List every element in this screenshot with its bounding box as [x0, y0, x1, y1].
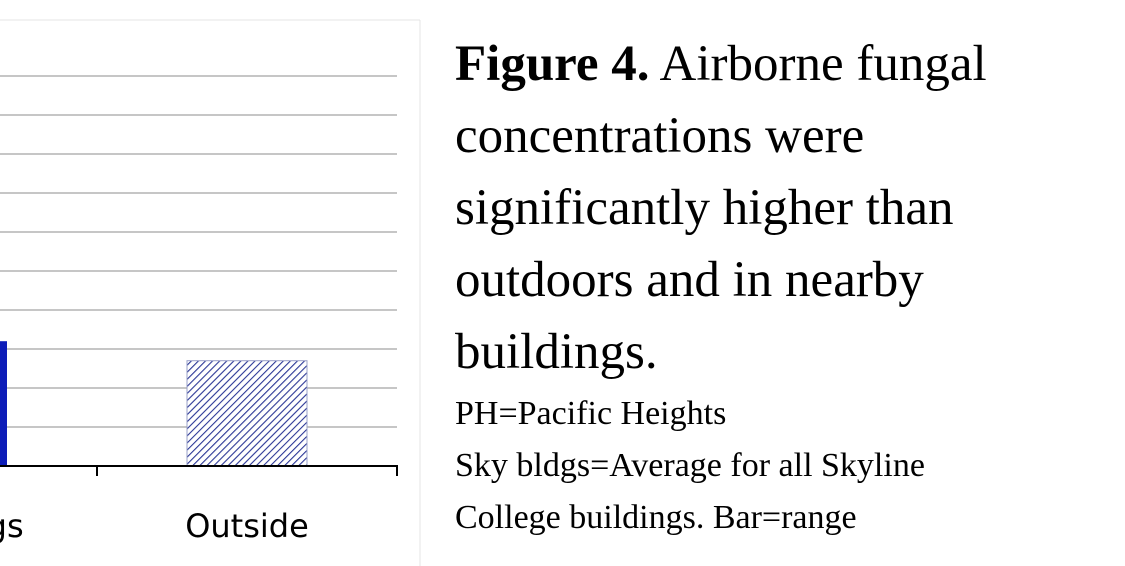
bar	[0, 341, 7, 466]
figure-label: Figure 4.	[455, 36, 650, 92]
caption-notes: PH=Pacific Heights Sky bldgs=Average for …	[455, 388, 1123, 544]
caption-text: Airborne fungal concentrations were sign…	[455, 36, 987, 380]
caption-main: Figure 4. Airborne fungal concentrations…	[455, 28, 1123, 388]
caption: Figure 4. Airborne fungal concentrations…	[455, 28, 1123, 544]
caption-note: Sky bldgs=Average for all Skyline	[455, 447, 925, 484]
caption-note: PH=Pacific Heights	[455, 395, 727, 432]
x-tick-label: Sky bldgs	[0, 507, 24, 545]
caption-note: College buildings. Bar=range	[455, 499, 857, 536]
x-tick-label: Outside	[185, 507, 309, 545]
plot-area: Sky bldgs Outside	[0, 75, 398, 545]
chart: Sky bldgs Outside	[0, 19, 421, 566]
bar	[186, 360, 308, 467]
